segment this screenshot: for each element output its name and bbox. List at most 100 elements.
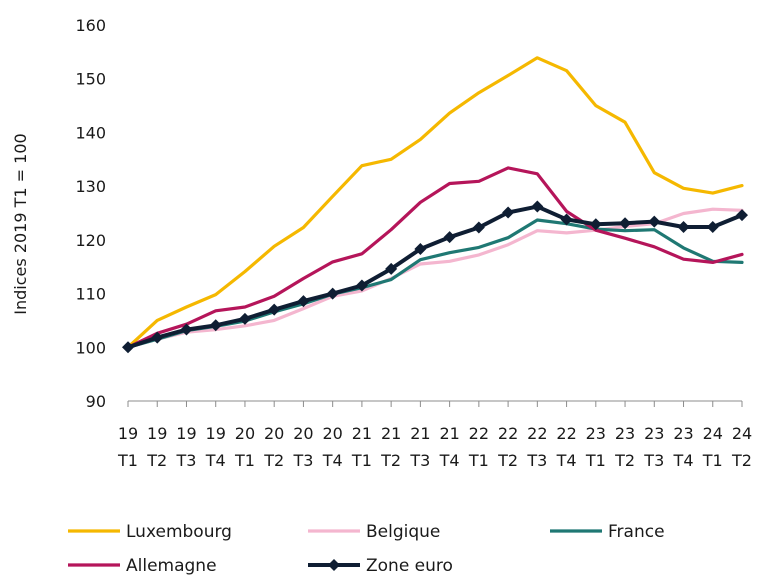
x-tick-label-quarter: T1 bbox=[468, 451, 489, 470]
legend-label: Allemagne bbox=[126, 556, 217, 576]
x-tick-label-year: 21 bbox=[410, 424, 430, 443]
legend-item-luxembourg: Luxembourg bbox=[68, 522, 232, 542]
data-point-marker bbox=[326, 287, 339, 300]
data-point-marker bbox=[151, 331, 164, 344]
series-zone-euro bbox=[122, 200, 748, 354]
y-axis-title-group: Indices 2019 T1 = 100 bbox=[11, 133, 30, 314]
x-tick-label-year: 20 bbox=[235, 424, 255, 443]
x-tick-label-year: 20 bbox=[322, 424, 342, 443]
series-luxembourg bbox=[126, 56, 744, 349]
x-tick-label-year: 21 bbox=[439, 424, 459, 443]
data-point-marker bbox=[560, 213, 573, 226]
x-tick-label-quarter: T1 bbox=[234, 451, 255, 470]
legend-item-allemagne: Allemagne bbox=[68, 556, 217, 576]
series-line bbox=[126, 166, 744, 349]
x-tick-label-quarter: T1 bbox=[585, 451, 606, 470]
x-tick-label-quarter: T1 bbox=[702, 451, 723, 470]
y-tick-label: 160 bbox=[75, 16, 106, 35]
x-tick-label-year: 23 bbox=[615, 424, 635, 443]
legend-item-france: France bbox=[550, 522, 665, 542]
data-point-marker bbox=[619, 217, 632, 230]
data-point-marker bbox=[589, 218, 602, 231]
x-tick-label-year: 20 bbox=[264, 424, 284, 443]
x-tick-label-quarter: T4 bbox=[439, 451, 460, 470]
data-point-marker bbox=[677, 220, 690, 233]
data-point-marker bbox=[268, 303, 281, 316]
y-axis-title: Indices 2019 T1 = 100 bbox=[11, 133, 30, 314]
x-tick-label-quarter: T2 bbox=[731, 451, 752, 470]
legend-label: Zone euro bbox=[366, 556, 453, 576]
data-point-marker bbox=[385, 262, 398, 275]
legend-label: France bbox=[608, 522, 665, 542]
x-axis: 19 T1 19 T2 19 T3 19 T4 20 T1 20 T2 20 T3 20 T4 21 T1 21 T2… bbox=[117, 400, 752, 470]
x-tick-label-quarter: T2 bbox=[263, 451, 284, 470]
x-tick-label-year: 23 bbox=[586, 424, 606, 443]
y-axis-ticks: 90 100 110 120 130 140 150 160 bbox=[75, 16, 106, 411]
x-tick-label-quarter: T3 bbox=[643, 451, 664, 470]
x-tick-label-year: 23 bbox=[644, 424, 664, 443]
y-tick-label: 130 bbox=[75, 177, 106, 196]
data-point-marker bbox=[706, 220, 719, 233]
legend: Luxembourg Belgique France Allemagne Zone eu… bbox=[68, 522, 665, 576]
x-tick-label-quarter: T2 bbox=[614, 451, 635, 470]
x-tick-label-quarter: T1 bbox=[117, 451, 138, 470]
y-tick-label: 120 bbox=[75, 231, 106, 250]
data-point-marker bbox=[414, 242, 427, 255]
data-point-marker bbox=[736, 209, 748, 222]
x-tick-label-quarter: T4 bbox=[673, 451, 694, 470]
series-line bbox=[126, 56, 744, 349]
x-tick-label-year: 19 bbox=[118, 424, 138, 443]
x-tick-label-year: 19 bbox=[176, 424, 196, 443]
data-point-marker bbox=[472, 221, 485, 234]
data-point-marker bbox=[443, 231, 456, 244]
y-tick-label: 140 bbox=[75, 123, 106, 142]
x-tick-label-year: 24 bbox=[703, 424, 723, 443]
data-point-marker bbox=[531, 200, 544, 213]
x-tick-label-year: 19 bbox=[147, 424, 167, 443]
data-point-marker bbox=[122, 341, 134, 354]
y-tick-label: 110 bbox=[75, 285, 106, 304]
x-tick-label-year: 22 bbox=[469, 424, 489, 443]
x-tick-label-quarter: T3 bbox=[526, 451, 547, 470]
data-point-marker bbox=[297, 295, 310, 308]
x-tick-label-year: 21 bbox=[381, 424, 401, 443]
x-tick-label-quarter: T4 bbox=[556, 451, 577, 470]
x-tick-label-quarter: T4 bbox=[205, 451, 226, 470]
y-tick-label: 90 bbox=[86, 392, 106, 411]
x-tick-label-quarter: T3 bbox=[409, 451, 430, 470]
x-tick-label-year: 22 bbox=[556, 424, 576, 443]
y-tick-label: 100 bbox=[75, 338, 106, 357]
x-tick-label-year: 20 bbox=[293, 424, 313, 443]
data-point-marker bbox=[180, 323, 193, 336]
data-point-marker bbox=[648, 215, 661, 228]
series-layer bbox=[122, 56, 748, 354]
data-point-marker bbox=[238, 312, 251, 325]
x-tick-label-quarter: T4 bbox=[322, 451, 343, 470]
x-tick-label-quarter: T2 bbox=[146, 451, 167, 470]
x-tick-label-year: 23 bbox=[673, 424, 693, 443]
x-tick-label-quarter: T1 bbox=[351, 451, 372, 470]
legend-item-belgique: Belgique bbox=[308, 522, 440, 542]
legend-label: Belgique bbox=[366, 522, 440, 542]
x-tick-label-quarter: T2 bbox=[497, 451, 518, 470]
x-tick-label-year: 19 bbox=[206, 424, 226, 443]
x-tick-label-year: 21 bbox=[352, 424, 372, 443]
x-tick-label-year: 22 bbox=[498, 424, 518, 443]
legend-marker bbox=[328, 559, 340, 571]
x-tick-label-quarter: T2 bbox=[380, 451, 401, 470]
x-tick-label-year: 24 bbox=[732, 424, 752, 443]
y-tick-label: 150 bbox=[75, 70, 106, 89]
data-point-marker bbox=[355, 279, 368, 292]
series-allemagne bbox=[126, 166, 744, 349]
x-tick-label-year: 22 bbox=[527, 424, 547, 443]
x-tick-label-quarter: T3 bbox=[292, 451, 313, 470]
x-tick-label-quarter: T3 bbox=[175, 451, 196, 470]
series-line bbox=[126, 207, 744, 349]
legend-item-zone-euro: Zone euro bbox=[308, 556, 453, 576]
legend-label: Luxembourg bbox=[126, 522, 232, 542]
series-belgique bbox=[126, 207, 744, 349]
series-line bbox=[126, 204, 744, 350]
data-point-marker bbox=[502, 206, 515, 219]
data-point-marker bbox=[209, 319, 222, 332]
